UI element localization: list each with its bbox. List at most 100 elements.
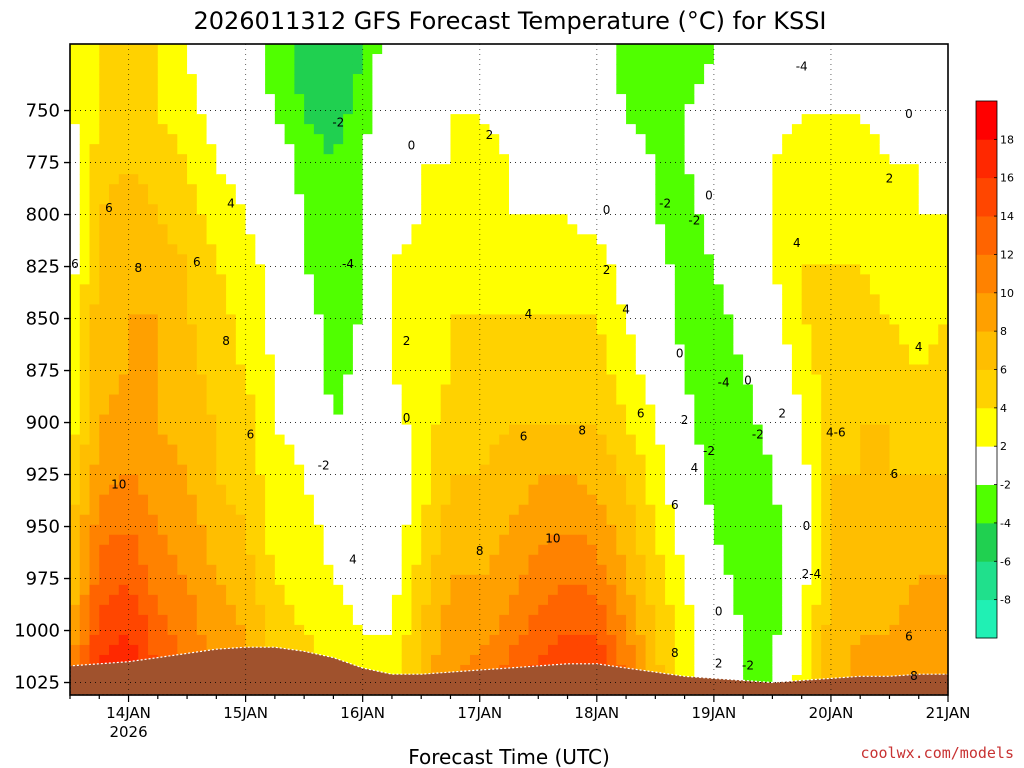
heatmap-cell (274, 494, 286, 506)
heatmap-cell (772, 194, 783, 205)
heatmap-cell (548, 494, 559, 506)
heatmap-cell (352, 74, 364, 85)
heatmap-cell (733, 524, 744, 536)
heatmap-cell (421, 94, 432, 105)
heatmap-cell (469, 544, 481, 556)
heatmap-cell (440, 204, 452, 215)
heatmap-cell (557, 344, 569, 356)
heatmap-cell (206, 554, 217, 566)
heatmap-cell (509, 324, 520, 336)
heatmap-cell (421, 214, 432, 225)
heatmap-cell (548, 74, 559, 85)
heatmap-cell (294, 424, 305, 436)
heatmap-cell (304, 254, 315, 265)
heatmap-cell (167, 164, 178, 175)
heatmap-cell (226, 544, 237, 556)
heatmap-cell (450, 334, 461, 346)
heatmap-cell (509, 54, 520, 65)
heatmap-cell (391, 494, 403, 506)
heatmap-cell (226, 344, 237, 356)
heatmap-cell (343, 454, 354, 466)
heatmap-cell (128, 394, 139, 406)
heatmap-cell (265, 114, 276, 125)
heatmap-cell (265, 274, 276, 285)
heatmap-cell (469, 394, 481, 406)
heatmap-cell (811, 464, 822, 476)
heatmap-cell (518, 554, 530, 566)
heatmap-cell (372, 604, 383, 616)
heatmap-cell (733, 434, 744, 446)
heatmap-cell (216, 134, 227, 145)
heatmap-cell (801, 594, 813, 606)
heatmap-cell (665, 214, 676, 225)
heatmap-cell (518, 604, 530, 616)
heatmap-cell (762, 84, 773, 95)
heatmap-cell (665, 294, 676, 305)
heatmap-cell (128, 554, 139, 566)
heatmap-cell (372, 634, 383, 646)
heatmap-cell (99, 254, 110, 265)
heatmap-cell (587, 294, 598, 305)
heatmap-cell (499, 374, 510, 386)
heatmap-cell (450, 284, 461, 295)
heatmap-cell (245, 174, 256, 185)
heatmap-cell (518, 494, 530, 506)
heatmap-cell (411, 484, 422, 496)
heatmap-cell (801, 624, 813, 636)
heatmap-cell (499, 134, 510, 145)
heatmap-cell (99, 244, 110, 255)
heatmap-cell (430, 374, 442, 386)
heatmap-cell (811, 544, 822, 556)
heatmap-cell (528, 144, 539, 155)
heatmap-cell (528, 394, 539, 406)
heatmap-cell (460, 194, 471, 205)
heatmap-cell (177, 74, 188, 85)
heatmap-cell (635, 94, 647, 105)
heatmap-cell (362, 344, 374, 356)
heatmap-cell (791, 274, 803, 285)
heatmap-cell (616, 544, 627, 556)
heatmap-cell (167, 84, 178, 95)
heatmap-cell (255, 154, 266, 165)
heatmap-cell (284, 414, 295, 426)
heatmap-cell (518, 504, 530, 516)
heatmap-cell (587, 424, 598, 436)
heatmap-cell (187, 424, 198, 436)
heatmap-cell (479, 374, 491, 386)
heatmap-cell (372, 254, 383, 265)
heatmap-cell (245, 224, 256, 235)
heatmap-cell (440, 664, 452, 676)
heatmap-cell (304, 634, 315, 646)
heatmap-cell (674, 134, 686, 145)
heatmap-cell (323, 384, 334, 396)
heatmap-cell (674, 154, 686, 165)
heatmap-cell (401, 414, 413, 426)
heatmap-cell (70, 524, 81, 536)
heatmap-cell (157, 224, 169, 235)
heatmap-cell (391, 534, 403, 546)
heatmap-cell (489, 284, 500, 295)
heatmap-cell (304, 494, 315, 506)
heatmap-cell (99, 514, 110, 526)
heatmap-cell (577, 484, 588, 496)
heatmap-cell (791, 324, 803, 336)
heatmap-cell (499, 504, 510, 516)
heatmap-cell (528, 184, 539, 195)
heatmap-cell (118, 244, 130, 255)
heatmap-cell (811, 354, 822, 366)
heatmap-cell (294, 304, 305, 316)
heatmap-cell (323, 564, 334, 576)
heatmap-cell (772, 154, 783, 165)
heatmap-cell (645, 104, 656, 115)
heatmap-cell (606, 464, 617, 476)
heatmap-cell (460, 364, 471, 376)
heatmap-cell (89, 184, 100, 195)
heatmap-cell (509, 294, 520, 305)
heatmap-cell (70, 504, 81, 516)
heatmap-cell (557, 614, 569, 626)
heatmap-cell (811, 534, 822, 546)
heatmap-cell (557, 314, 569, 326)
heatmap-cell (109, 74, 120, 85)
heatmap-cell (772, 554, 783, 566)
heatmap-cell (587, 404, 598, 416)
